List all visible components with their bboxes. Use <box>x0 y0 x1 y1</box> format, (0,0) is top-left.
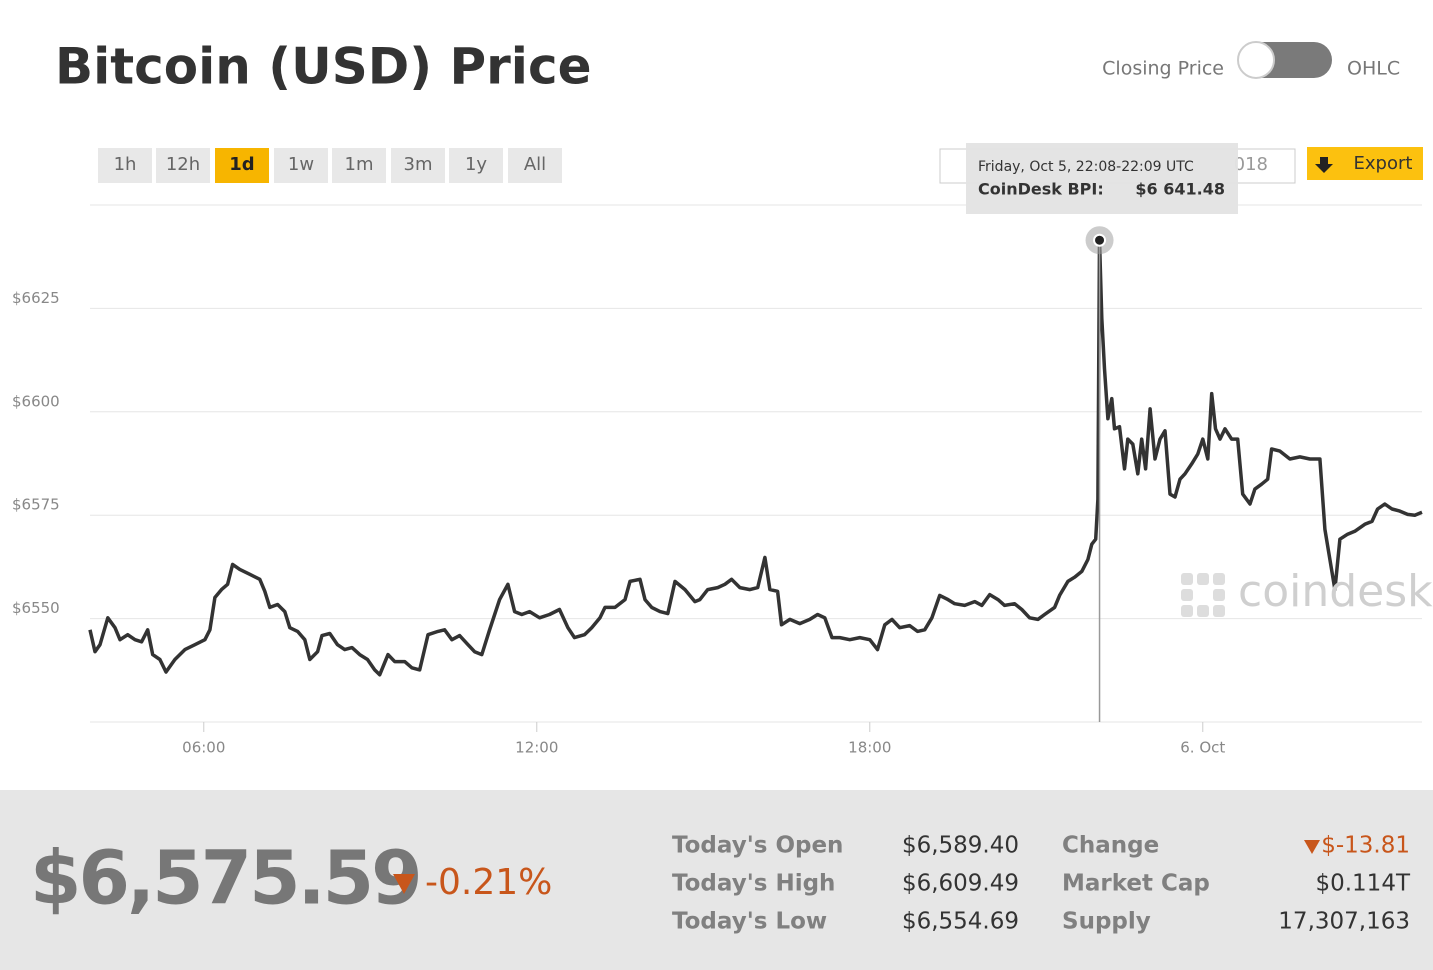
range-button[interactable] <box>508 148 562 183</box>
range-label: 12h <box>166 154 200 175</box>
watermark: coindesk <box>1181 566 1433 617</box>
toggle-right-label: OHLC <box>1347 58 1400 80</box>
export-label: Export <box>1354 153 1413 174</box>
stat-label: Supply <box>1062 909 1151 935</box>
watermark-icon <box>1181 589 1193 601</box>
range-label: 3m <box>404 154 433 175</box>
x-tick-label: 18:00 <box>848 739 891 757</box>
watermark-icon <box>1181 573 1193 585</box>
watermark-icon <box>1213 573 1225 585</box>
stat-value: $6,589.40 <box>902 833 1019 859</box>
x-tick-label: 12:00 <box>515 739 558 757</box>
stat-label: Today's Low <box>672 909 827 935</box>
range-label: 1m <box>345 154 374 175</box>
stat-value: $6,554.69 <box>902 909 1019 935</box>
watermark-icon <box>1213 589 1225 601</box>
range-label: 1d <box>229 154 254 175</box>
stat-label: Change <box>1062 833 1159 859</box>
range-label: 1h <box>114 154 137 175</box>
export-icon <box>1315 157 1333 173</box>
x-tick-label: 06:00 <box>182 739 225 757</box>
change-percent: -0.21% <box>425 862 552 903</box>
tooltip-date: Friday, Oct 5, 22:08-22:09 UTC <box>978 159 1194 175</box>
range-button[interactable] <box>215 148 269 183</box>
y-tick-label: $6575 <box>12 496 60 514</box>
summary-panel <box>0 790 1433 970</box>
range-label: All <box>524 154 546 175</box>
y-tick-label: $6625 <box>12 289 60 307</box>
tooltip <box>966 143 1238 214</box>
watermark-icon <box>1197 573 1209 585</box>
date-input-text: 018 <box>1234 154 1268 175</box>
range-label: 1w <box>288 154 314 175</box>
y-tick-label: $6550 <box>12 599 60 617</box>
range-button[interactable] <box>274 148 328 183</box>
watermark-icon <box>1197 605 1209 617</box>
stat-value: $-13.81 <box>1321 833 1410 859</box>
x-tick-label: 6. Oct <box>1180 739 1225 757</box>
current-price: $6,575.59 <box>30 836 420 922</box>
tooltip-value: $6 641.48 <box>1135 180 1225 199</box>
hover-point <box>1093 233 1107 247</box>
stat-value: 17,307,163 <box>1278 909 1410 935</box>
top-panel <box>0 0 1433 790</box>
page-title: Bitcoin (USD) Price <box>55 38 592 96</box>
range-button[interactable] <box>391 148 445 183</box>
toggle-left-label: Closing Price <box>1102 58 1224 80</box>
price-line <box>88 238 1423 677</box>
range-button[interactable] <box>449 148 503 183</box>
range-button[interactable] <box>332 148 386 183</box>
range-button[interactable] <box>98 148 152 183</box>
y-tick-label: $6600 <box>12 392 60 410</box>
stat-value: $6,609.49 <box>902 871 1019 897</box>
down-arrow <box>393 874 415 894</box>
range-label: 1y <box>465 154 487 175</box>
watermark-icon <box>1181 605 1193 617</box>
stat-label: Today's Open <box>672 833 843 859</box>
down-arrow <box>1304 840 1320 854</box>
stat-value: $0.114T <box>1315 871 1410 897</box>
toggle-knob[interactable] <box>1237 41 1275 79</box>
stat-label: Today's High <box>672 871 835 897</box>
watermark-icon <box>1213 605 1225 617</box>
tooltip-label: CoinDesk BPI: <box>978 180 1104 199</box>
range-button[interactable] <box>156 148 210 183</box>
watermark-text: coindesk <box>1238 566 1433 617</box>
stat-label: Market Cap <box>1062 871 1210 897</box>
